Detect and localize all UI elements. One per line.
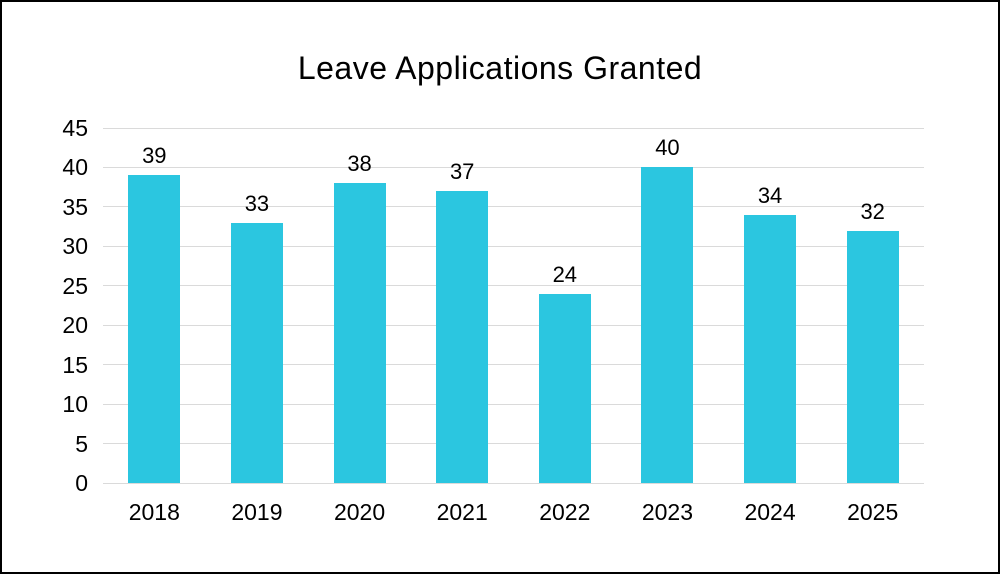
bar-2025	[846, 230, 899, 483]
gridline-0	[103, 482, 924, 484]
gridline-25	[103, 285, 924, 287]
x-tick-label-2021: 2021	[436, 499, 488, 525]
gridline-35	[103, 206, 924, 208]
x-tick-label-2022: 2022	[539, 499, 591, 525]
chart-title: Leave Applications Granted	[297, 50, 703, 86]
bar-2023	[641, 167, 694, 483]
gridline-40	[103, 166, 924, 168]
x-tick-label-2024: 2024	[744, 499, 796, 525]
bar-value-label-2018: 39	[142, 143, 167, 169]
gridline-30	[103, 245, 924, 247]
y-tick-label-35: 35	[62, 193, 88, 220]
y-tick-label-40: 40	[62, 154, 88, 181]
bar-2021	[436, 191, 489, 483]
x-tick-label-2019: 2019	[231, 499, 283, 525]
gridline-20	[103, 324, 924, 326]
bar-2018	[128, 175, 181, 483]
bar-2022	[538, 293, 591, 483]
gridline-15	[103, 364, 924, 366]
bar-value-label-2021: 37	[449, 159, 475, 185]
bar-2020	[333, 183, 386, 483]
bar-value-label-2022: 24	[552, 261, 578, 287]
bar-2019	[230, 222, 283, 483]
bar-value-label-2025: 32	[860, 198, 885, 224]
x-tick-label-2020: 2020	[333, 499, 386, 525]
gridline-10	[103, 403, 924, 405]
x-tick-label-2025: 2025	[847, 499, 899, 525]
y-tick-label-20: 20	[62, 312, 88, 339]
y-tick-label-5: 5	[75, 430, 88, 457]
bar-value-label-2024: 34	[757, 182, 783, 208]
y-tick-label-0: 0	[75, 470, 88, 496]
y-tick-label-30: 30	[62, 233, 88, 260]
gridline-45	[103, 127, 924, 129]
y-tick-label-10: 10	[62, 391, 88, 418]
bar-2024	[744, 214, 797, 483]
bar-value-label-2023: 40	[655, 135, 680, 161]
x-tick-label-2023: 2023	[641, 499, 694, 525]
y-tick-label-25: 25	[62, 272, 88, 299]
y-tick-label-45: 45	[62, 115, 88, 141]
y-tick-label-15: 15	[62, 351, 88, 378]
x-tick-label-2018: 2018	[128, 499, 180, 525]
bar-value-label-2019: 33	[244, 190, 270, 216]
gridline-5	[103, 443, 924, 445]
bar-value-label-2020: 38	[347, 151, 372, 177]
